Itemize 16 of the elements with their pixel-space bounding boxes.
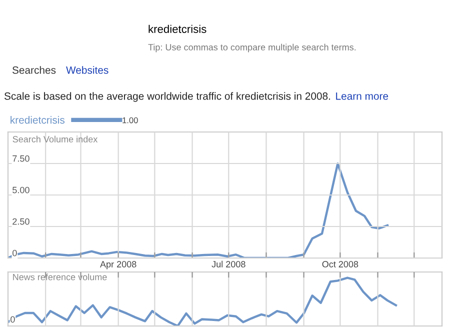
text: Searches [12,66,56,74]
text: Websites [66,66,108,74]
y-tick-label: 5.00 [12,186,30,194]
y-axis-title: Search Volume index [12,136,98,142]
x-tick-label: Oct 2008 [322,261,358,268]
text: kredietcrisis [148,24,206,33]
legend-label: kredietcrisis [10,116,65,124]
x-tick-label: Apr 2008 [100,261,136,270]
y-tick-label: 7.50 [12,155,30,162]
text: 1.00 [122,117,138,124]
y-axis-title: News reference volume [13,274,107,280]
text: Tip: Use commas to compare multiple search terms. [148,44,356,52]
x-tick-label: Jul 2008 [212,260,246,268]
y-tick-label: 2.50 [12,218,30,225]
chart-title: Scale is based on the average worldwide traffic of kredietcrisis in 2008. [4,92,330,102]
text: Learn more [336,92,388,100]
